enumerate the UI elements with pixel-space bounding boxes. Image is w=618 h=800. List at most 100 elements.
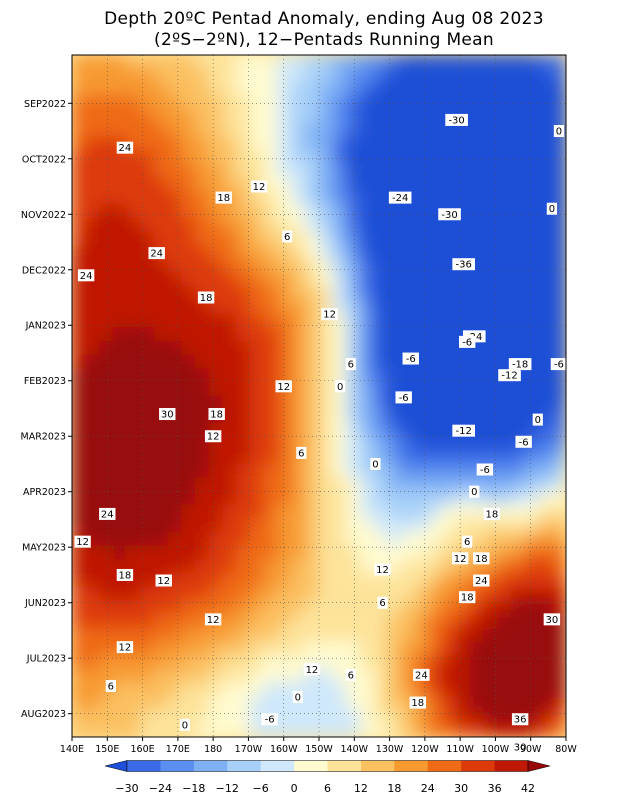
contour-label: 0 xyxy=(556,127,562,138)
colorbar-swatch xyxy=(260,760,295,772)
colorbar-swatch xyxy=(360,760,395,772)
contour-label: 12 xyxy=(157,576,170,587)
contour-label-box xyxy=(532,413,543,426)
y-tick-label: AUG2023 xyxy=(21,709,66,720)
y-tick-label: MAR2023 xyxy=(21,432,66,443)
colorbar: −30 −24 −18 −12 −6 0 6 12 18 24 30 36 42 xyxy=(104,760,551,795)
contour-label: -30 xyxy=(441,210,457,221)
contour-label: -12 xyxy=(455,426,471,437)
colorbar-swatch xyxy=(394,760,429,772)
colorbar-tick-label: 0 xyxy=(291,782,298,795)
colorbar-tick-label: 24 xyxy=(421,782,435,795)
colorbar-tick-label: −12 xyxy=(216,782,239,795)
colorbar-tick-label: −6 xyxy=(253,782,269,795)
contour-label: -18 xyxy=(512,360,528,371)
contour-label: 24 xyxy=(415,670,428,681)
x-tick-label: 160W xyxy=(270,744,298,755)
contour-label: -12 xyxy=(501,371,517,382)
x-tick-label: 140W xyxy=(341,744,369,755)
x-tick-label: 170W xyxy=(235,744,263,755)
contour-label: 12 xyxy=(277,382,290,393)
contour-label-box xyxy=(74,535,91,548)
x-tick-label: 130W xyxy=(376,744,404,755)
colorbar-swatch xyxy=(461,760,496,772)
contour-label-box xyxy=(462,535,473,548)
contour-label-box xyxy=(292,691,303,704)
contour-label-box xyxy=(515,435,532,448)
contour-label-box xyxy=(374,563,391,576)
colorbar-tick-label: −30 xyxy=(115,782,138,795)
contour-label: -6 xyxy=(399,393,409,404)
contour-label: 24 xyxy=(150,249,163,260)
y-tick-label: NOV2022 xyxy=(21,210,66,221)
colorbar-tick-label: −18 xyxy=(182,782,205,795)
contour-label: 30 xyxy=(546,615,559,626)
colorbar-tick-label: 30 xyxy=(454,782,468,795)
chart-title: Depth 20ºC Pentad Anomaly, ending Aug 08… xyxy=(104,9,544,29)
colorbar-tick-label: 42 xyxy=(521,782,535,795)
contour-label: 6 xyxy=(284,232,290,243)
y-tick-label: DEC2022 xyxy=(22,265,66,276)
contour-label: -30 xyxy=(448,115,464,126)
x-tick-label: 80W xyxy=(555,744,577,755)
colorbar-swatch xyxy=(494,760,529,772)
contour-label-box xyxy=(550,358,568,371)
contour-label-box xyxy=(370,457,381,470)
contour-label: 12 xyxy=(119,643,132,654)
colorbar-swatch xyxy=(327,760,362,772)
contour-label-box xyxy=(508,358,532,371)
contour-label: 0 xyxy=(549,204,555,215)
contour-label: 18 xyxy=(411,698,424,709)
contour-label-box xyxy=(473,574,490,587)
contour-label: 12 xyxy=(253,182,266,193)
contour-label-box xyxy=(511,713,529,726)
contour-label-box xyxy=(204,430,222,443)
x-tick-label: 100W xyxy=(482,744,510,755)
y-tick-label: JAN2023 xyxy=(25,321,66,332)
contour-label-box xyxy=(77,269,95,282)
contour-label-box xyxy=(99,507,116,520)
contour-label: 0 xyxy=(372,459,378,470)
contour-label-box xyxy=(179,718,191,731)
colorbar-arrow-high xyxy=(527,760,551,772)
contour-label: 0 xyxy=(471,487,477,498)
contour-label: 6 xyxy=(379,598,385,609)
contour-label-box xyxy=(116,568,134,581)
colorbar-swatch xyxy=(193,760,228,772)
contour-label-box xyxy=(321,308,338,321)
contour-label: 6 xyxy=(298,448,304,459)
contour-label: 12 xyxy=(76,537,89,548)
contour-label: 24 xyxy=(101,509,114,520)
contour-label-box xyxy=(469,485,480,498)
colorbar-tick-label: 12 xyxy=(354,782,368,795)
contour-label-box xyxy=(159,408,176,421)
contour-label-box xyxy=(395,391,412,404)
contour-label: -6 xyxy=(480,465,490,476)
contour-label: 24 xyxy=(119,143,132,154)
x-tick-label: 120W xyxy=(411,744,439,755)
contour-label: 12 xyxy=(306,665,319,676)
contour-label-box xyxy=(377,596,388,609)
contour-label-box xyxy=(275,380,292,393)
contour-label-box xyxy=(303,663,321,676)
colorbar-tick-label: 36 xyxy=(488,782,502,795)
colorbar-tick-label: 6 xyxy=(324,782,331,795)
contour-label-box xyxy=(553,125,565,138)
contour-label: 0 xyxy=(295,693,301,704)
contour-label: -6 xyxy=(554,360,564,371)
contour-label-box xyxy=(452,424,475,437)
contour-label: -6 xyxy=(462,337,472,348)
contour-label-box xyxy=(459,591,476,604)
contour-label-box xyxy=(451,552,469,565)
x-tick-label: 140E xyxy=(60,744,84,755)
contour-label-box xyxy=(498,369,521,382)
x-tick-label: 170E xyxy=(166,744,190,755)
x-tick-label: 160E xyxy=(131,744,155,755)
contour-label-box xyxy=(459,335,476,348)
contour-label: -6 xyxy=(406,354,416,365)
contour-label-box xyxy=(452,258,475,271)
contour-label: 18 xyxy=(200,293,213,304)
colorbar-tick-label: −24 xyxy=(149,782,172,795)
